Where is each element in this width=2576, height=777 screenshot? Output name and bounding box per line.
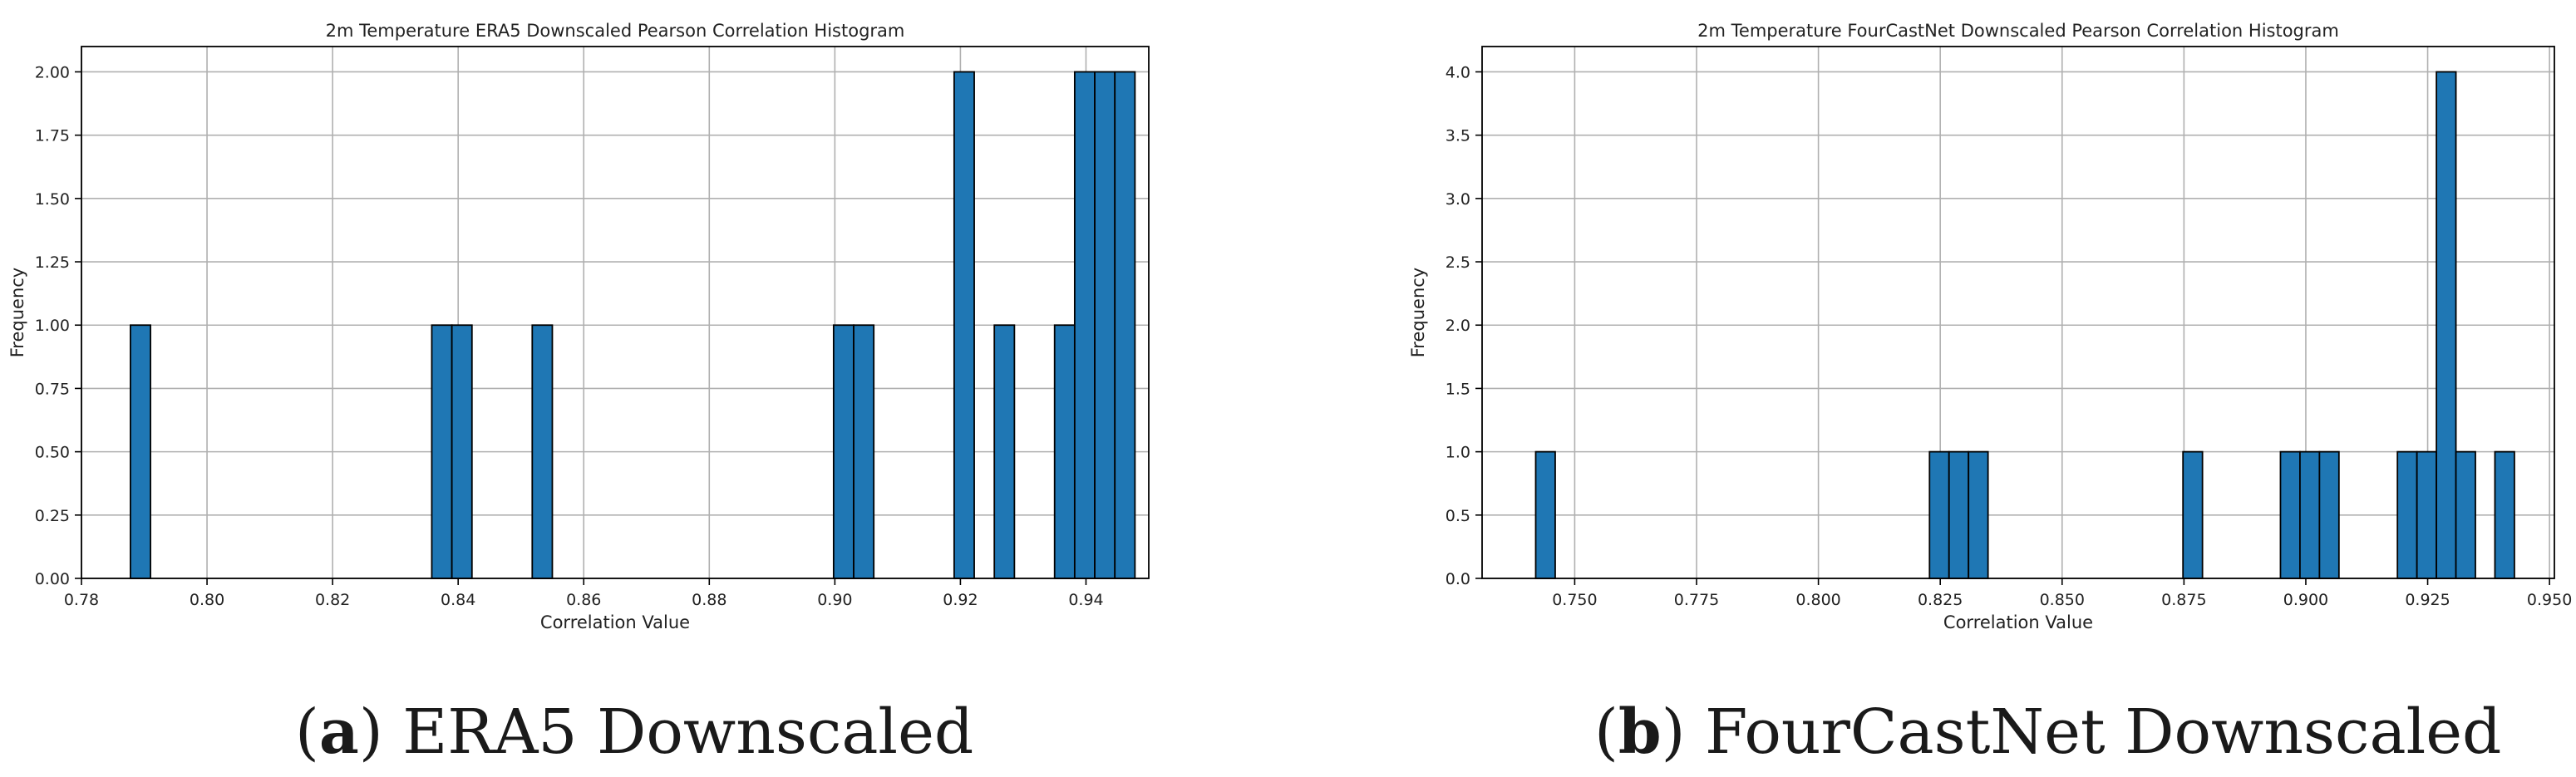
y-axis-label: Frequency <box>7 268 27 358</box>
caption-a-text: ERA5 Downscaled <box>402 696 974 768</box>
x-tick-label: 0.800 <box>1795 591 1840 609</box>
x-tick-label: 0.925 <box>2405 591 2450 609</box>
x-tick-label: 0.900 <box>2283 591 2328 609</box>
y-tick-label: 1.5 <box>1446 380 1470 398</box>
y-tick-label: 0.50 <box>35 444 70 462</box>
histogram-bar <box>2455 450 2476 579</box>
x-tick-label: 0.90 <box>817 591 852 609</box>
chart-title: 2m Temperature FourCastNet Downscaled Pe… <box>1697 21 2339 41</box>
axes-frame <box>81 46 1150 579</box>
y-tick-label: 1.75 <box>35 127 70 145</box>
histogram-bar <box>2396 450 2418 579</box>
x-tick-label: 0.825 <box>1918 591 1963 609</box>
x-tick-label: 0.94 <box>1068 591 1103 609</box>
histogram-bar <box>1968 450 1989 579</box>
x-tick-label: 0.84 <box>441 591 475 609</box>
y-tick-label: 0.25 <box>35 507 70 525</box>
chart-era5-histogram: 0.78 0.80 0.82 0.84 0.86 0.88 0.90 0.92 0.94 0.00… <box>7 21 1150 632</box>
y-tick-label: 1.00 <box>35 317 70 335</box>
caption-a: (a) ERA5 Downscaled <box>295 696 974 768</box>
histogram-bar <box>2436 71 2457 579</box>
histogram-bar <box>993 324 1016 579</box>
x-tick-label: 0.88 <box>692 591 727 609</box>
histogram-bar <box>1053 324 1076 579</box>
y-tick-label: 3.5 <box>1446 127 1470 145</box>
histogram-bar <box>2182 450 2204 579</box>
histogram-bar <box>1094 71 1116 579</box>
histogram-bar <box>832 324 855 579</box>
histogram-bar <box>2279 450 2301 579</box>
x-axis-label: Correlation Value <box>1943 612 2093 632</box>
histogram-bar <box>431 324 453 579</box>
caption-a-letter: a <box>318 696 359 768</box>
y-tick-label: 4.0 <box>1446 63 1470 81</box>
histogram-bar <box>2299 450 2321 579</box>
histogram-bar <box>1073 71 1096 579</box>
y-tick-label: 3.0 <box>1446 190 1470 209</box>
caption-b: (b) FourCastNet Downscaled <box>1594 696 2502 768</box>
chart-title: 2m Temperature ERA5 Downscaled Pearson C… <box>326 21 905 41</box>
histogram-bar <box>2494 450 2515 579</box>
histogram-bar <box>2416 450 2438 579</box>
histogram-bar <box>1114 71 1136 579</box>
x-tick-label: 0.86 <box>566 591 601 609</box>
x-axis-label: Correlation Value <box>540 612 690 632</box>
y-tick-label: 1.25 <box>35 253 70 272</box>
histogram-bar <box>531 324 554 579</box>
x-tick-label: 0.92 <box>943 591 978 609</box>
y-tick-label: 1.50 <box>35 190 70 209</box>
histogram-bar <box>1534 450 1556 579</box>
x-tick-label: 0.775 <box>1674 591 1719 609</box>
x-tick-label: 0.875 <box>2161 591 2206 609</box>
y-tick-label: 2.0 <box>1446 317 1470 335</box>
caption-b-text: FourCastNet Downscaled <box>1705 696 2502 768</box>
histogram-bar <box>853 324 875 579</box>
histogram-bar <box>2318 450 2340 579</box>
histogram-bar <box>1948 450 1970 579</box>
x-tick-label: 0.78 <box>64 591 99 609</box>
y-tick-label: 0.5 <box>1446 507 1470 525</box>
histogram-bar <box>1928 450 1950 579</box>
y-tick-label: 0.0 <box>1446 570 1470 588</box>
x-tick-label: 0.750 <box>1552 591 1597 609</box>
histogram-bar <box>130 324 151 579</box>
y-tick-label: 2.00 <box>35 63 70 81</box>
axes-frame <box>1481 46 2555 579</box>
histogram-bar <box>953 71 975 579</box>
y-tick-label: 0.75 <box>35 380 70 398</box>
chart-fourcastnet-histogram: 0.750 0.775 0.800 0.825 0.850 0.875 0.900 0.925… <box>1408 21 2572 632</box>
x-tick-label: 0.850 <box>2040 591 2085 609</box>
y-tick-label: 1.0 <box>1446 444 1470 462</box>
y-tick-label: 0.00 <box>35 570 70 588</box>
y-axis-label: Frequency <box>1408 268 1428 358</box>
x-tick-label: 0.80 <box>190 591 224 609</box>
x-tick-label: 0.82 <box>315 591 350 609</box>
caption-b-letter: b <box>1618 696 1662 768</box>
y-tick-label: 2.5 <box>1446 253 1470 272</box>
histogram-bar <box>451 324 473 579</box>
x-tick-label: 0.950 <box>2527 591 2572 609</box>
